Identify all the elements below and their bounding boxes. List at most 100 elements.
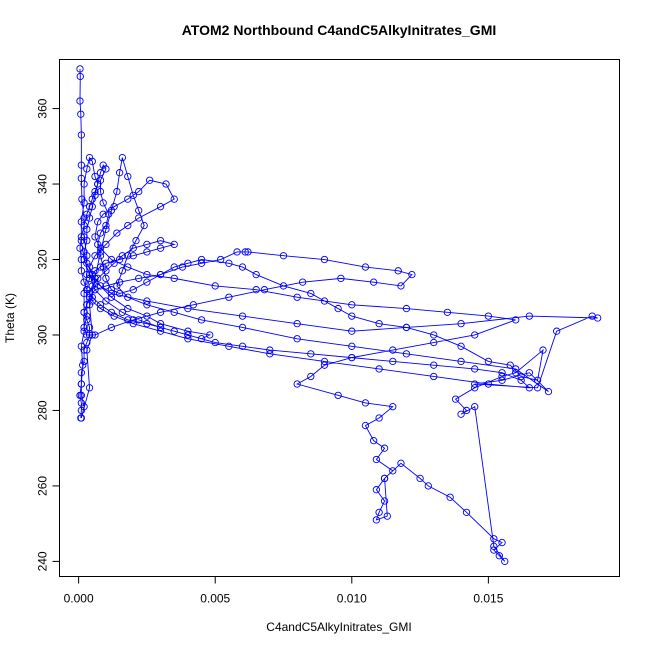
data-point [495, 552, 503, 560]
data-point [307, 289, 315, 298]
data-point [102, 240, 110, 249]
data-point [484, 312, 493, 320]
data-point [206, 331, 214, 339]
data-point [402, 304, 411, 313]
data-point [416, 474, 424, 483]
data-point [105, 210, 113, 218]
data-point [80, 357, 88, 366]
data-point [102, 297, 110, 305]
data-point [102, 267, 110, 275]
data-point [484, 380, 493, 388]
data-point [462, 508, 471, 516]
data-point [80, 248, 88, 256]
data-point [501, 557, 509, 566]
data-point [170, 195, 178, 203]
data-point [233, 248, 241, 256]
data-point [451, 395, 460, 403]
data-point [512, 316, 520, 324]
data-point [83, 165, 91, 173]
data-point [380, 444, 389, 452]
y-tick-label: 240 [36, 551, 50, 571]
data-point [135, 214, 143, 222]
data-point [170, 327, 178, 335]
data-point [170, 240, 178, 249]
data-point [107, 323, 116, 332]
data-point [110, 203, 118, 211]
data-point [76, 65, 84, 73]
data-point [498, 369, 506, 377]
data-point [79, 361, 87, 369]
data-point [85, 331, 94, 339]
data-point [402, 350, 411, 358]
data-point [77, 174, 86, 183]
data-point [517, 372, 525, 381]
data-point [217, 255, 225, 264]
data-point [293, 293, 301, 301]
data-point [375, 365, 383, 373]
data-point [132, 236, 140, 245]
x-axis-label: C4andC5AlkyInitrates_GMI [266, 620, 411, 634]
data-point [102, 221, 110, 230]
data-point [96, 248, 105, 256]
data-point [430, 361, 438, 369]
chart-title: ATOM2 Northbound C4andC5AlkyInitrates_GM… [182, 22, 497, 38]
data-point [129, 244, 137, 252]
data-point [184, 327, 192, 335]
data-point [225, 293, 233, 301]
data-point [471, 380, 479, 388]
data-series [76, 65, 602, 566]
data-point [512, 369, 520, 377]
data-point [129, 191, 137, 200]
y-axis-label: Theta (K) [3, 293, 17, 343]
data-point [143, 320, 151, 328]
data-point [241, 248, 249, 256]
data-point [156, 308, 165, 316]
data-point [143, 297, 151, 305]
data-point [80, 323, 88, 332]
data-point [85, 203, 94, 211]
data-point [156, 327, 165, 335]
data-point [115, 169, 124, 177]
data-point [77, 406, 86, 415]
data-point [83, 286, 91, 294]
data-point [96, 301, 105, 309]
data-point [156, 320, 165, 328]
data-point [83, 338, 91, 347]
data-point [129, 320, 137, 328]
data-point [361, 263, 370, 271]
data-point [244, 248, 252, 256]
data-point [457, 357, 465, 366]
data-point [197, 316, 206, 324]
data-point [225, 259, 233, 267]
data-point [145, 176, 154, 184]
data-point [143, 312, 151, 320]
data-point [389, 403, 397, 411]
data-point [197, 255, 206, 264]
data-point [77, 414, 85, 422]
data-point [77, 399, 86, 407]
data-point [471, 403, 479, 411]
data-point [96, 169, 105, 177]
y-tick-label: 260 [36, 476, 50, 496]
data-point [389, 467, 397, 475]
data-point [83, 301, 91, 309]
data-point [184, 331, 192, 339]
data-point [107, 289, 116, 298]
data-point [162, 180, 170, 188]
data-point [517, 376, 525, 384]
data-point [320, 255, 329, 264]
data-point [76, 97, 84, 105]
data-point [484, 357, 493, 366]
data-point [96, 263, 105, 271]
data-point [334, 304, 342, 313]
data-point [293, 380, 301, 388]
data-point [539, 346, 547, 354]
x-axis: 0.000 0.005 0.010 0.015 [64, 576, 504, 606]
data-point [77, 255, 86, 264]
data-point [348, 312, 356, 320]
data-point [124, 263, 132, 271]
data-point [94, 240, 102, 249]
data-point [91, 172, 99, 181]
data-point [320, 361, 329, 369]
